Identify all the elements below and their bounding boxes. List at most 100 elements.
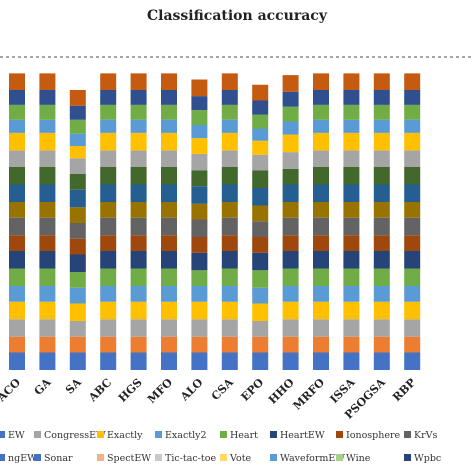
bar-segment-issa-3 (343, 301, 360, 320)
bar-segment-sa-0 (69, 352, 86, 370)
bar-segment-aco-11 (9, 167, 25, 185)
bar-segment-aco-4 (9, 286, 25, 302)
bar-segment-aco-2 (9, 319, 25, 337)
bar-segment-alo-12 (191, 153, 208, 171)
bar-segment-epo-9 (252, 205, 269, 222)
bar-segment-abc-16 (100, 90, 117, 105)
bar-segment-ga-16 (39, 90, 56, 105)
bar-segment-sa-6 (69, 254, 86, 272)
legend-label: Tic-tac-toe (165, 453, 216, 464)
bar-segment-aco-15 (9, 104, 25, 120)
bar-segment-csa-6 (221, 251, 238, 269)
legend-label: Exactly2 (165, 430, 207, 441)
x-tick-label: MRFO (291, 376, 328, 413)
bar-segment-ga-15 (39, 104, 56, 120)
bar-segment-alo-5 (191, 270, 208, 286)
bar-segment-mfo-7 (161, 235, 177, 251)
bar-segment-hho-12 (282, 152, 299, 169)
bar-segment-mfo-4 (161, 286, 177, 302)
bar-segment-mfo-12 (161, 150, 177, 168)
bar-segment-rbp-1 (404, 336, 421, 353)
legend-label: Wpbc (414, 453, 441, 464)
x-tick-label: GA (32, 376, 54, 398)
legend-swatch (404, 431, 411, 438)
bar-segment-ga-8 (39, 217, 56, 236)
bar-segment-epo-0 (252, 352, 269, 370)
bar-segment-csa-4 (221, 286, 238, 302)
bar-segment-hgs-11 (130, 167, 147, 185)
bar-segment-hgs-5 (130, 268, 147, 286)
bar-segment-aco-17 (9, 73, 25, 91)
bar-segment-csa-9 (221, 202, 238, 218)
bar-segment-issa-7 (343, 235, 360, 251)
bar-segment-alo-14 (191, 125, 208, 139)
bar-segment-epo-3 (252, 303, 269, 321)
bar-segment-issa-4 (343, 286, 360, 302)
bar-segment-mrfo-15 (313, 104, 329, 120)
bar-segment-issa-12 (343, 150, 360, 168)
bar-segment-csa-12 (221, 150, 238, 168)
bar-segment-rbp-3 (404, 301, 421, 320)
bar-segment-mfo-10 (161, 184, 177, 202)
bar-segment-hgs-8 (130, 217, 147, 236)
bar-segment-rbp-6 (404, 251, 421, 269)
bar-segment-hho-7 (282, 235, 299, 251)
bar-segment-psogsa-4 (373, 286, 390, 302)
bar-segment-sa-15 (69, 119, 86, 134)
bar-segment-rbp-10 (404, 184, 421, 202)
bar-segment-ga-6 (39, 251, 56, 269)
bar-segment-hho-9 (282, 202, 299, 218)
legend-swatch (34, 454, 41, 461)
bar-segment-mfo-11 (161, 167, 177, 185)
bar-segment-psogsa-15 (373, 104, 390, 120)
bar-segment-issa-17 (343, 73, 360, 91)
bar-segment-abc-3 (100, 301, 117, 320)
bar-segment-aco-3 (9, 301, 25, 320)
bar-segment-hgs-12 (130, 150, 147, 168)
bar-segment-mfo-14 (161, 119, 177, 133)
legend-label: Ionosphere (346, 430, 401, 441)
bar-segment-csa-10 (221, 184, 238, 202)
bar-segment-rbp-8 (404, 217, 421, 236)
bar-segment-alo-13 (191, 138, 208, 154)
bar-segment-ga-14 (39, 119, 56, 133)
bar-segment-ga-1 (39, 336, 56, 353)
bar-segment-mrfo-1 (313, 336, 329, 353)
bar-segment-alo-4 (191, 286, 208, 302)
legend-label: Heart (230, 430, 258, 441)
bar-segment-aco-8 (9, 217, 25, 236)
bar-segment-sa-3 (69, 303, 86, 321)
bar-segment-aco-12 (9, 150, 25, 168)
bar-segment-csa-7 (221, 235, 238, 251)
bar-segment-mfo-13 (161, 132, 177, 151)
bar-segment-issa-6 (343, 251, 360, 269)
bar-segment-issa-0 (343, 352, 360, 370)
legend-label: KrVs (414, 430, 437, 441)
bar-segment-csa-16 (221, 90, 238, 105)
legend-label: WaveformEW (280, 453, 345, 464)
bar-segment-ga-11 (39, 167, 56, 185)
bar-segment-issa-13 (343, 132, 360, 151)
bar-segment-mfo-16 (161, 90, 177, 105)
bar-segment-abc-7 (100, 235, 117, 251)
bar-segment-aco-10 (9, 184, 25, 202)
bar-segment-rbp-4 (404, 286, 421, 302)
bar-segment-alo-15 (191, 110, 208, 126)
bar-segment-mrfo-3 (313, 301, 329, 320)
legend-swatch (97, 431, 104, 438)
bar-segment-abc-13 (100, 132, 117, 151)
bar-segment-csa-5 (221, 268, 238, 286)
bar-segment-hho-10 (282, 184, 299, 202)
bar-segment-csa-11 (221, 167, 238, 185)
bar-segment-psogsa-7 (373, 235, 390, 251)
bar-segment-alo-1 (191, 336, 208, 353)
legend-label: Sonar (44, 453, 73, 464)
bar-segment-sa-12 (69, 158, 86, 174)
bar-segment-sa-4 (69, 287, 86, 304)
bar-segment-alo-8 (191, 219, 208, 237)
bar-segment-abc-12 (100, 150, 117, 168)
bar-segment-ga-0 (39, 352, 56, 370)
bar-segment-issa-1 (343, 336, 360, 353)
bar-segment-alo-6 (191, 252, 208, 271)
x-tick-label: EPO (239, 376, 267, 404)
